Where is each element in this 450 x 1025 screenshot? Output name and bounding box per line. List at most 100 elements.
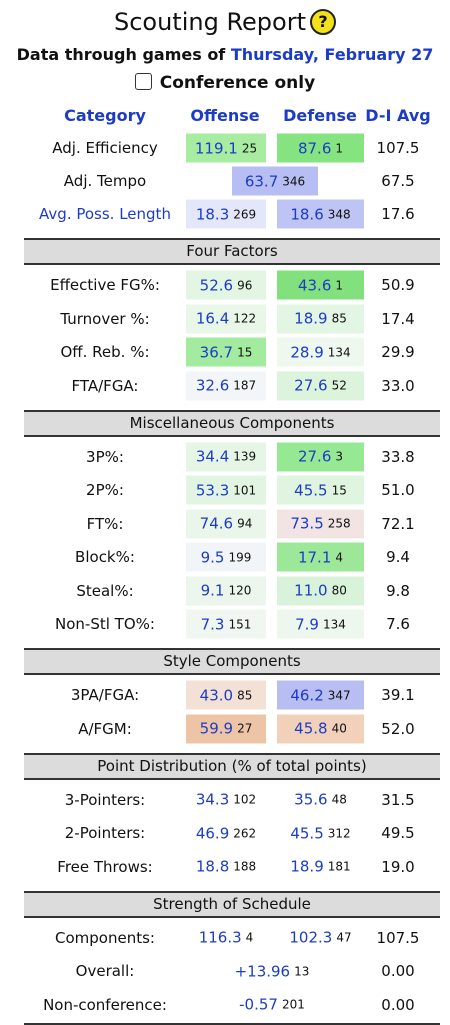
defense-cell: 102.3 47 [277,923,364,952]
value: -0.57 [239,995,278,1014]
section-header: Four Factors [24,238,440,265]
value: 102.3 [289,928,333,947]
value: 34.3 [195,790,230,809]
value: 46.2 [290,686,324,704]
rank: 347 [327,688,351,702]
date-link[interactable]: Thursday, February 27 [230,45,434,64]
filter-label[interactable]: Conference only [159,73,316,93]
row-label: Components: [55,928,155,947]
value: 16.4 [195,309,230,328]
row-label: Adj. Efficiency [52,139,158,157]
rank: 346 [282,174,306,188]
rank: 85 [331,311,347,326]
rank: 269 [233,207,257,221]
value: 52.6 [199,276,234,294]
value: 18.8 [195,857,230,876]
help-icon[interactable]: ? [310,9,337,35]
rank: 101 [233,483,257,497]
row-label: A/FGM: [78,719,132,738]
average: 33.8 [381,447,415,466]
value: 87.6 [297,139,332,157]
defense-cell: 45.8 40 [277,714,364,743]
rank: 27 [237,721,253,736]
offense-cell: 7.3 151 [186,609,266,639]
rank: 188 [233,859,257,874]
rank: 52 [331,378,347,393]
rank: 120 [228,583,252,598]
combined-cell: -0.57 201 [212,990,332,1019]
rank: 96 [237,278,253,292]
column-header[interactable]: Offense [190,106,260,125]
defense-cell: 45.5 15 [277,475,364,505]
rank: 48 [331,792,347,807]
value: 17.1 [297,548,332,566]
average: 50.9 [381,276,415,294]
offense-cell: 116.3 4 [186,923,266,952]
rank: 187 [233,378,257,393]
value: 36.7 [199,343,234,361]
value: 27.6 [297,447,332,466]
average: 19.0 [381,857,415,876]
average: 9.8 [386,581,410,600]
row-label[interactable]: Avg. Poss. Length [39,205,171,223]
value: 18.9 [294,309,328,328]
rank: 134 [322,617,346,631]
row-label: FTA/FGA: [71,376,139,395]
section-header: Miscellaneous Components [24,409,440,437]
offense-cell: 9.1 120 [186,576,266,605]
rank: 1 [335,278,344,292]
rank: 4 [245,930,254,945]
rank: 94 [237,516,253,531]
value: 18.6 [290,205,324,223]
offense-cell: 34.3 102 [186,785,266,814]
defense-cell: 45.5 312 [277,819,364,848]
rank: 134 [327,345,351,359]
defense-cell: 73.5 258 [277,509,364,538]
rank: 40 [331,721,347,736]
defense-cell: 18.9 85 [277,304,364,333]
row-label: Non-Stl TO%: [55,615,155,633]
defense-cell: 87.6 1 [277,133,364,163]
column-header[interactable]: Category [64,106,146,125]
average: 107.5 [376,928,420,947]
value: 7.9 [295,615,319,633]
column-header[interactable]: D-I Avg [365,106,431,125]
offense-cell: 16.4 122 [186,304,266,333]
value: 73.5 [290,514,324,533]
rank: 1 [335,141,344,155]
row-label: Adj. Tempo [63,172,147,190]
average: 17.6 [381,205,415,223]
average: 9.4 [386,548,410,566]
value: 35.6 [294,790,328,809]
average: 7.6 [386,615,410,633]
defense-cell: 18.9 181 [277,852,364,881]
defense-cell: 11.0 80 [277,576,364,605]
combined-cell: 63.7 346 [232,166,318,196]
defense-cell: 27.6 52 [277,371,364,400]
rank: 13 [294,964,310,978]
row-label: Effective FG%: [50,276,160,294]
checkbox[interactable] [134,73,152,90]
offense-cell: 53.3 101 [186,475,266,505]
offense-cell: 119.1 25 [186,133,266,163]
rank: 80 [331,583,347,598]
rank: 262 [233,826,257,840]
rank: 15 [331,483,347,497]
average: 39.1 [381,686,415,704]
value: 46.9 [195,824,230,842]
rank: 181 [327,859,351,874]
offense-cell: 74.6 94 [186,509,266,538]
value: 43.0 [199,686,234,704]
offense-cell: 18.8 188 [186,852,266,881]
average: 67.5 [381,172,415,190]
offense-cell: 34.4 139 [186,442,266,471]
filter-row[interactable]: Conference only [0,73,450,93]
average: 29.9 [381,343,415,361]
column-header[interactable]: Defense [283,106,357,125]
value: 9.1 [200,581,225,600]
value: 18.9 [290,857,324,876]
title: Scouting Report [113,8,307,36]
offense-cell: 46.9 262 [186,819,266,848]
row-label: 3PA/FGA: [70,686,140,704]
offense-cell: 36.7 15 [186,337,266,367]
